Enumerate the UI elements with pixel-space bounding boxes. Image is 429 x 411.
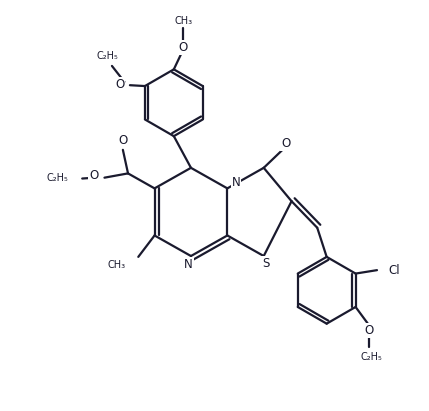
Text: O: O [89,169,99,182]
Text: O: O [365,324,374,337]
Text: Cl: Cl [388,263,400,277]
Text: CH₃: CH₃ [174,16,192,25]
Text: CH₃: CH₃ [107,260,125,270]
Text: N: N [232,176,240,189]
Text: S: S [262,257,269,270]
Text: O: O [281,137,290,150]
Text: C₂H₅: C₂H₅ [97,51,118,61]
Text: N: N [184,258,193,271]
Text: O: O [178,41,188,53]
Text: O: O [115,78,124,91]
Text: C₂H₅: C₂H₅ [360,353,382,363]
Text: O: O [118,134,127,147]
Text: C₂H₅: C₂H₅ [47,173,69,182]
